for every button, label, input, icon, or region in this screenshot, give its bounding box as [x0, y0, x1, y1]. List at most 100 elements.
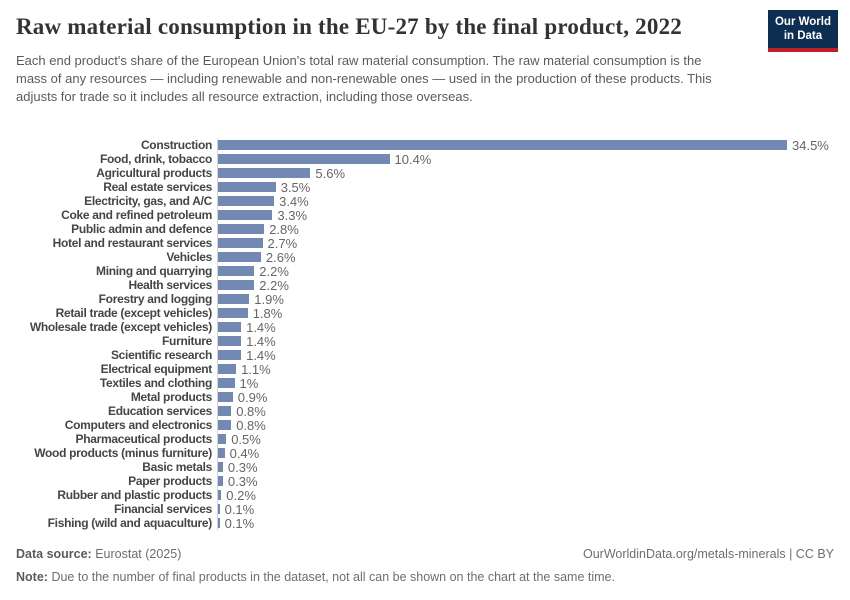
- bar-area: 0.8%: [217, 403, 850, 419]
- category-label: Fishing (wild and aquaculture): [47, 516, 213, 530]
- bar[interactable]: [218, 336, 242, 346]
- chart-row: Construction 34.5%: [0, 137, 850, 153]
- chart-row: Wholesale trade (except vehicles) 1.4%: [0, 319, 850, 335]
- bar[interactable]: [218, 518, 220, 528]
- value-label: 1.4%: [246, 333, 276, 349]
- bar-area: 1.9%: [217, 292, 850, 307]
- bar[interactable]: [218, 434, 227, 444]
- bar[interactable]: [218, 210, 273, 220]
- bar-area: 2.2%: [217, 264, 850, 279]
- value-label: 1.4%: [246, 319, 276, 335]
- data-source-label: Data source:: [16, 547, 92, 561]
- chart-row: Basic metals 0.3%: [0, 460, 850, 475]
- data-source-value: Eurostat (2025): [95, 547, 182, 561]
- bar-area: 1.4%: [217, 348, 850, 363]
- chart-row: Electrical equipment 1.1%: [0, 362, 850, 377]
- category-label: Electrical equipment: [100, 362, 213, 376]
- chart-row: Agricultural products 5.6%: [0, 166, 850, 181]
- bar-area: 0.2%: [217, 487, 850, 503]
- bar-area: 1.4%: [217, 333, 850, 349]
- value-label: 2.7%: [267, 235, 298, 251]
- bar[interactable]: [218, 168, 311, 178]
- value-label: 3.4%: [279, 193, 309, 209]
- value-label: 0.5%: [231, 431, 261, 447]
- bar[interactable]: [218, 476, 223, 486]
- bar[interactable]: [218, 308, 248, 318]
- bar-area: 5.6%: [217, 166, 850, 181]
- chart-row: Financial services 0.1%: [0, 502, 850, 517]
- owid-logo: Our World in Data: [767, 10, 838, 52]
- bar[interactable]: [218, 196, 275, 206]
- chart-row: Furniture 1.4%: [0, 333, 850, 349]
- bar[interactable]: [218, 266, 255, 276]
- category-label: Mining and quarrying: [96, 264, 212, 278]
- footer-source-row: Data source: Eurostat (2025) OurWorldinD…: [16, 546, 834, 563]
- value-label: 34.5%: [792, 137, 829, 153]
- chart-row: Metal products 0.9%: [0, 390, 850, 405]
- bar-area: 2.7%: [217, 235, 850, 251]
- bar[interactable]: [218, 364, 237, 374]
- bar-area: 3.4%: [217, 193, 850, 209]
- category-label: Furniture: [162, 334, 212, 348]
- chart-row: Textiles and clothing 1%: [0, 376, 850, 391]
- bar[interactable]: [218, 154, 390, 164]
- category-label: Pharmaceutical products: [75, 432, 213, 446]
- category-label: Financial services: [114, 502, 212, 516]
- chart-row: Pharmaceutical products 0.5%: [0, 431, 850, 447]
- bar-area: 1%: [217, 376, 850, 391]
- bar-area: 2.2%: [217, 277, 850, 293]
- chart-row: Education services 0.8%: [0, 403, 850, 419]
- chart-row: Mining and quarrying 2.2%: [0, 264, 850, 279]
- category-label: Wholesale trade (except vehicles): [29, 320, 212, 334]
- bar[interactable]: [218, 448, 225, 458]
- bar-area: 0.1%: [217, 516, 850, 531]
- note-label: Note:: [16, 569, 48, 584]
- value-label: 1.8%: [252, 305, 283, 321]
- bar[interactable]: [218, 406, 232, 416]
- category-label: Coke and refined petroleum: [61, 208, 212, 222]
- value-label: 2.2%: [259, 277, 289, 293]
- bar[interactable]: [218, 224, 265, 234]
- bar-chart: Construction 34.5% Food, drink, tobacco 10.…: [0, 137, 850, 531]
- chart-row: Fishing (wild and aquaculture) 0.1%: [0, 516, 850, 531]
- bar[interactable]: [218, 238, 263, 248]
- bar[interactable]: [218, 462, 223, 472]
- value-label: 10.4%: [394, 151, 432, 167]
- category-label: Health services: [128, 278, 212, 292]
- value-label: 2.6%: [265, 249, 296, 265]
- value-label: 0.2%: [226, 487, 256, 503]
- chart-row: Food, drink, tobacco 10.4%: [0, 151, 850, 167]
- bar[interactable]: [218, 252, 261, 262]
- bar[interactable]: [218, 140, 787, 150]
- category-label: Textiles and clothing: [99, 376, 212, 390]
- bar[interactable]: [218, 392, 233, 402]
- bar[interactable]: [218, 378, 235, 388]
- chart-row: Public admin and defence 2.8%: [0, 222, 850, 237]
- bar-area: 10.4%: [217, 151, 850, 167]
- bar-area: 1.8%: [217, 305, 850, 321]
- bar-area: 3.5%: [217, 180, 850, 195]
- bar[interactable]: [218, 504, 220, 514]
- value-label: 0.8%: [236, 403, 266, 419]
- bar-area: 0.5%: [217, 431, 850, 447]
- bar-area: 0.3%: [217, 473, 850, 489]
- bar[interactable]: [218, 280, 255, 290]
- bar-area: 0.8%: [217, 418, 850, 433]
- value-label: 0.4%: [229, 445, 260, 461]
- chart-row: Electricity, gas, and A/C 3.4%: [0, 193, 850, 209]
- chart-row: Real estate services 3.5%: [0, 180, 850, 195]
- bar[interactable]: [218, 182, 276, 192]
- bar[interactable]: [218, 420, 232, 430]
- bar-area: 0.3%: [217, 460, 850, 475]
- category-label: Public admin and defence: [71, 222, 212, 236]
- bar[interactable]: [218, 350, 242, 360]
- bar[interactable]: [218, 490, 222, 500]
- note-value: Due to the number of final products in t…: [51, 569, 615, 584]
- value-label: 0.3%: [227, 473, 258, 489]
- category-label: Food, drink, tobacco: [99, 152, 212, 166]
- bar-area: 0.9%: [217, 390, 850, 405]
- chart-row: Forestry and logging 1.9%: [0, 292, 850, 307]
- bar[interactable]: [218, 294, 250, 304]
- bar[interactable]: [218, 322, 242, 332]
- footer-note-row: Note: Due to the number of final product…: [16, 569, 834, 586]
